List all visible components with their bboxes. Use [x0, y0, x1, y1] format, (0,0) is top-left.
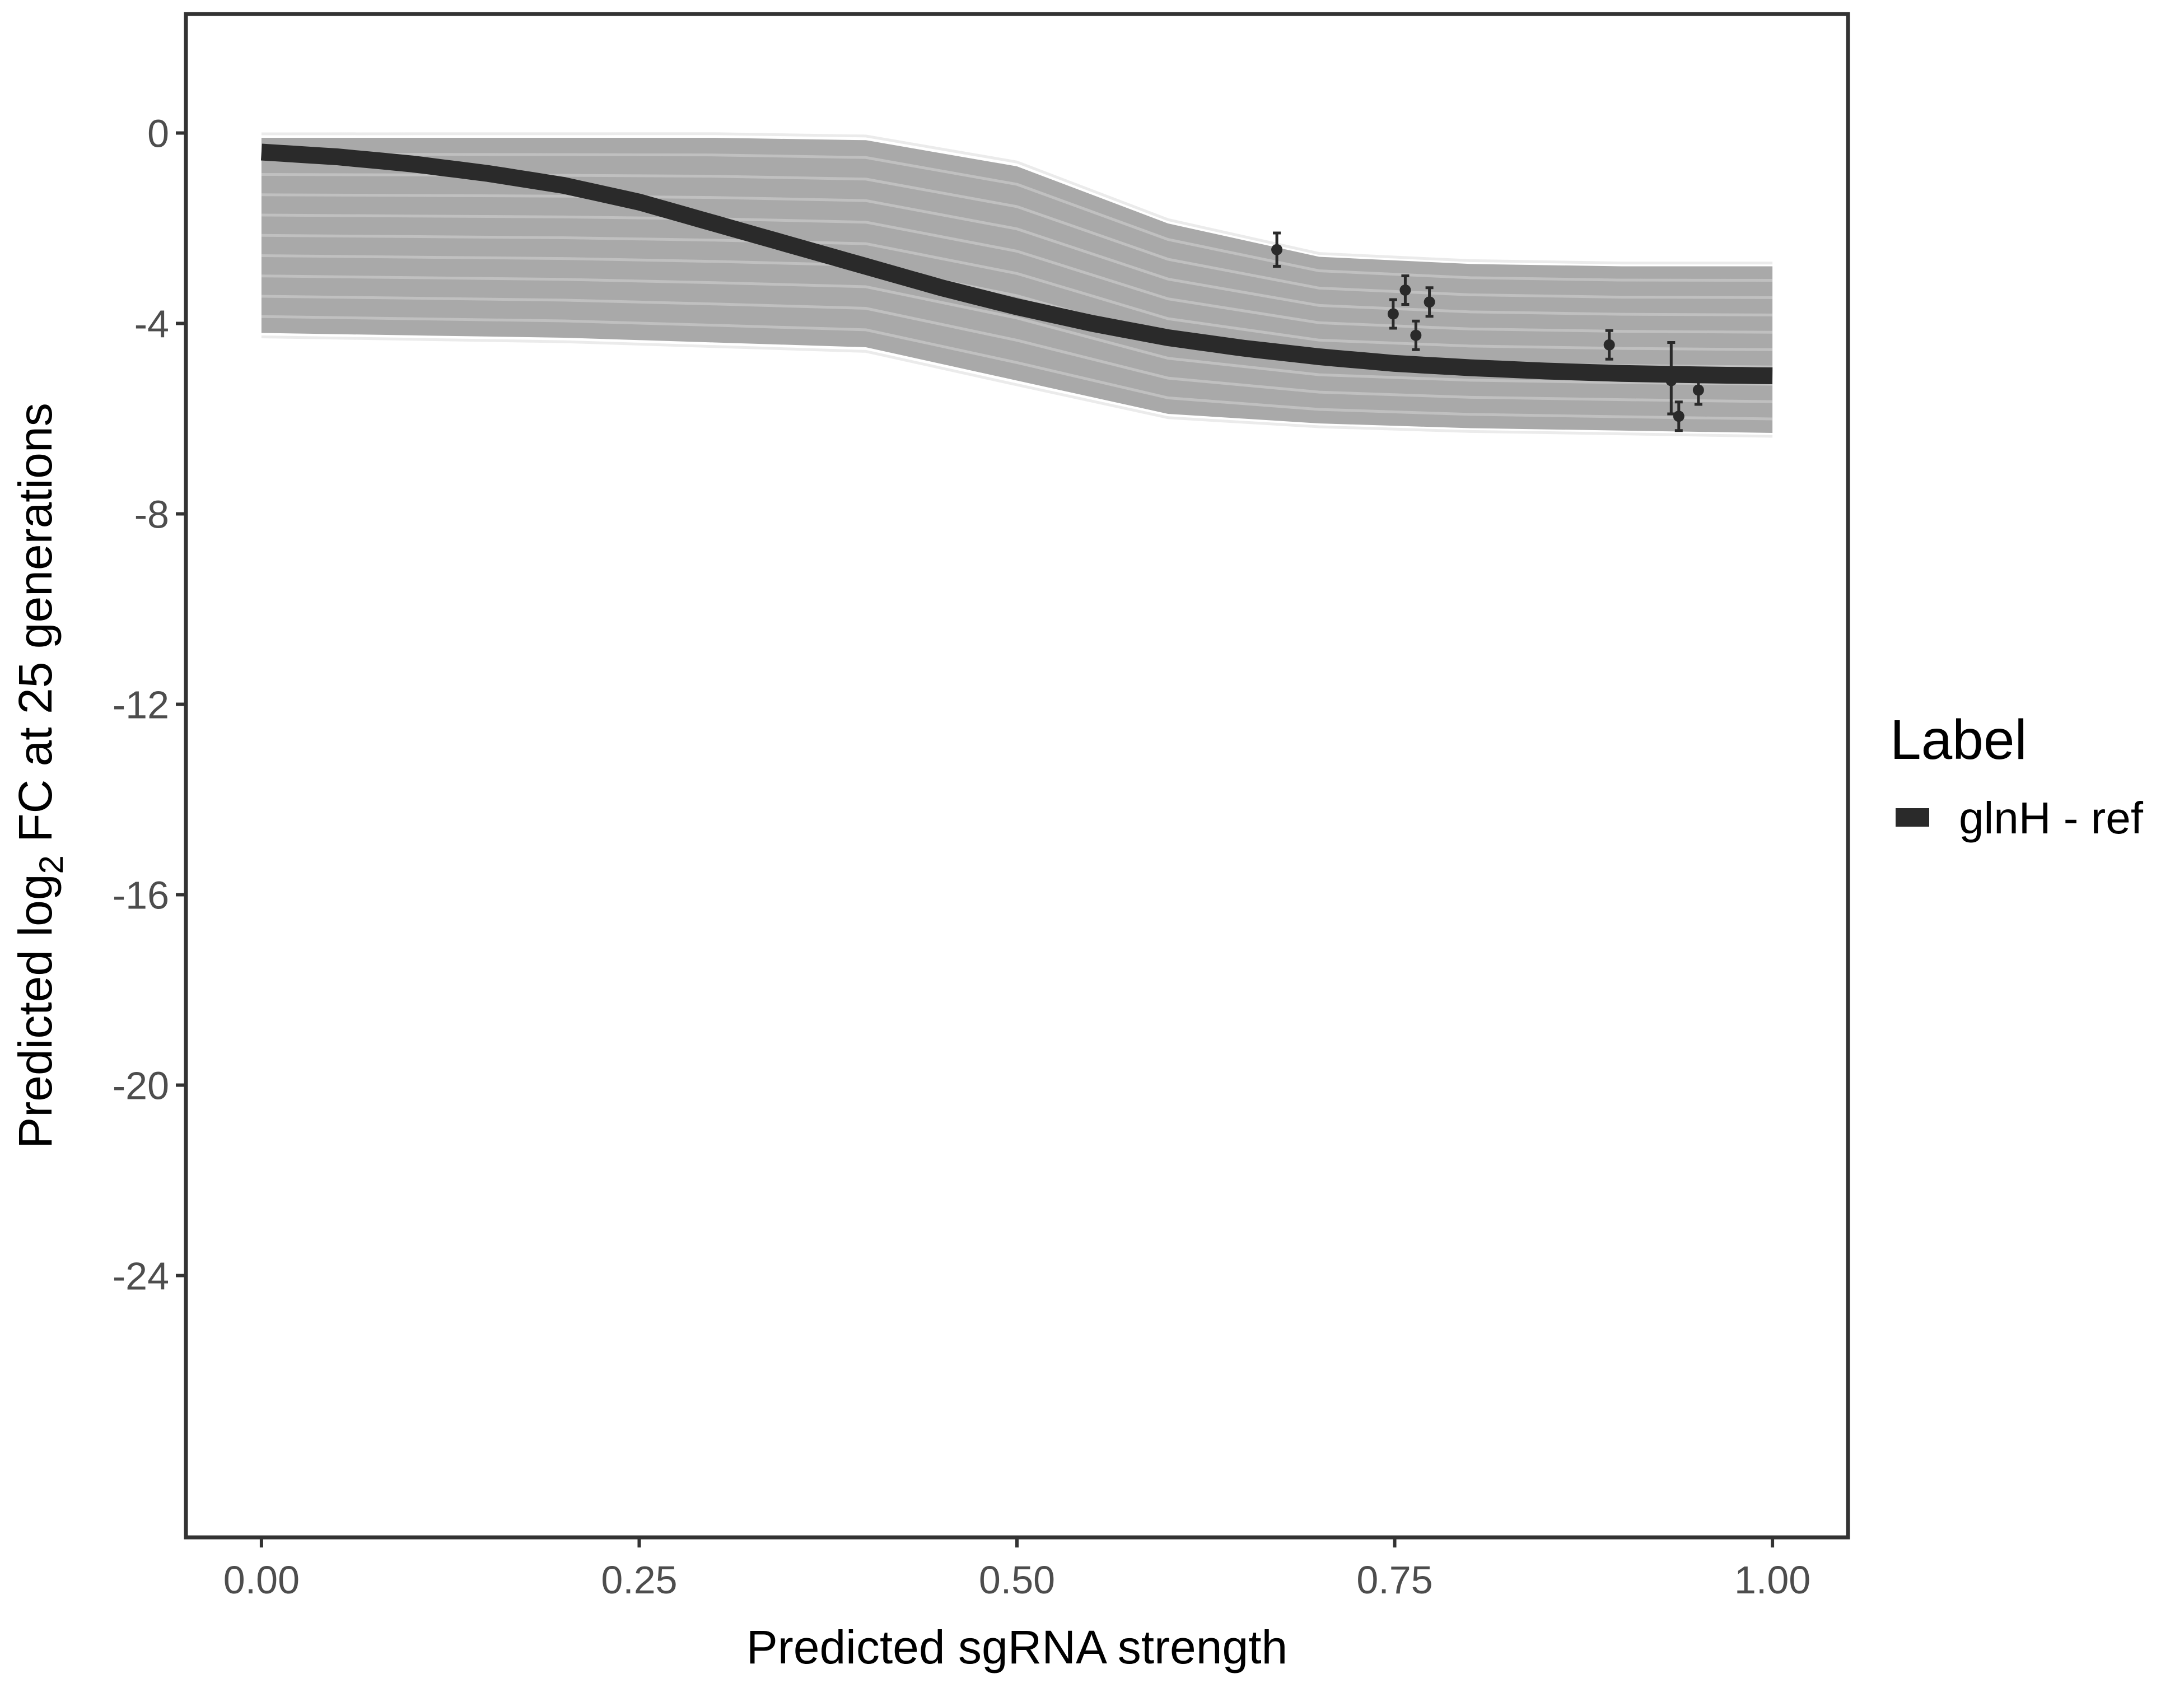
axes: 0.00 0.25 0.50 0.75 1.00 0 -4 -8 -12 -16 -20 -24 — [113, 112, 1810, 1602]
posterior-draw-line — [261, 234, 1773, 351]
point-marker — [1387, 308, 1399, 320]
series-line-glnH-ref — [260, 143, 1773, 384]
legend: Label glnH - ref — [1890, 708, 2144, 843]
x-tick-label: 1.00 — [1734, 1558, 1810, 1602]
x-tick-label: 0.00 — [223, 1558, 300, 1602]
data-point — [1665, 341, 1677, 416]
posterior-draw-line — [261, 335, 1773, 438]
y-tick-label: -12 — [113, 683, 169, 727]
posterior-draw-line — [261, 152, 1773, 282]
x-tick-label: 0.25 — [601, 1558, 677, 1602]
posterior-draw-line — [261, 193, 1773, 316]
y-axis-title-part2: FC at 25 generations — [9, 403, 62, 855]
point-marker — [1673, 411, 1684, 422]
posterior-draw-line — [261, 132, 1773, 265]
x-axis-title: Predicted sgRNA strength — [746, 1621, 1288, 1673]
posterior-draw-line — [261, 213, 1773, 334]
y-tick-label: -4 — [134, 302, 169, 346]
y-axis-title: Predicted log2 FC at 25 generations — [9, 403, 70, 1149]
y-tick-label: -24 — [113, 1255, 169, 1298]
data-point — [1673, 400, 1684, 432]
posterior-draw-line — [261, 295, 1773, 403]
y-tick-label: 0 — [147, 112, 169, 156]
point-marker — [1692, 384, 1704, 396]
fit-line-layer — [260, 143, 1773, 384]
x-tick-label: 0.50 — [979, 1558, 1055, 1602]
data-point — [1410, 319, 1422, 351]
data-point — [1603, 329, 1615, 361]
data-point — [1387, 298, 1399, 330]
posterior-draw-line — [261, 315, 1773, 421]
x-tick-label: 0.75 — [1356, 1558, 1432, 1602]
point-marker — [1271, 244, 1283, 255]
legend-entry-label: glnH - ref — [1959, 793, 2144, 843]
point-marker — [1424, 296, 1435, 308]
legend-title: Label — [1890, 708, 2027, 771]
y-tick-label: -8 — [134, 493, 169, 537]
point-marker — [1410, 329, 1422, 341]
y-axis-title-subscript: 2 — [32, 855, 70, 874]
data-point — [1424, 286, 1435, 318]
legend-key-glnH-ref — [1896, 808, 1929, 827]
y-axis-title-part1: Predicted log — [9, 874, 62, 1148]
posterior-band — [261, 138, 1773, 433]
data-point — [1271, 231, 1283, 268]
data-point — [1692, 374, 1704, 406]
y-tick-label: -20 — [113, 1064, 169, 1108]
posterior-draw-line — [261, 274, 1773, 386]
data-point — [1399, 274, 1411, 306]
point-marker — [1603, 339, 1615, 351]
point-marker — [1399, 285, 1411, 296]
point-marker — [1665, 375, 1677, 386]
y-tick-label: -16 — [113, 874, 169, 917]
observed-points — [1271, 231, 1704, 432]
